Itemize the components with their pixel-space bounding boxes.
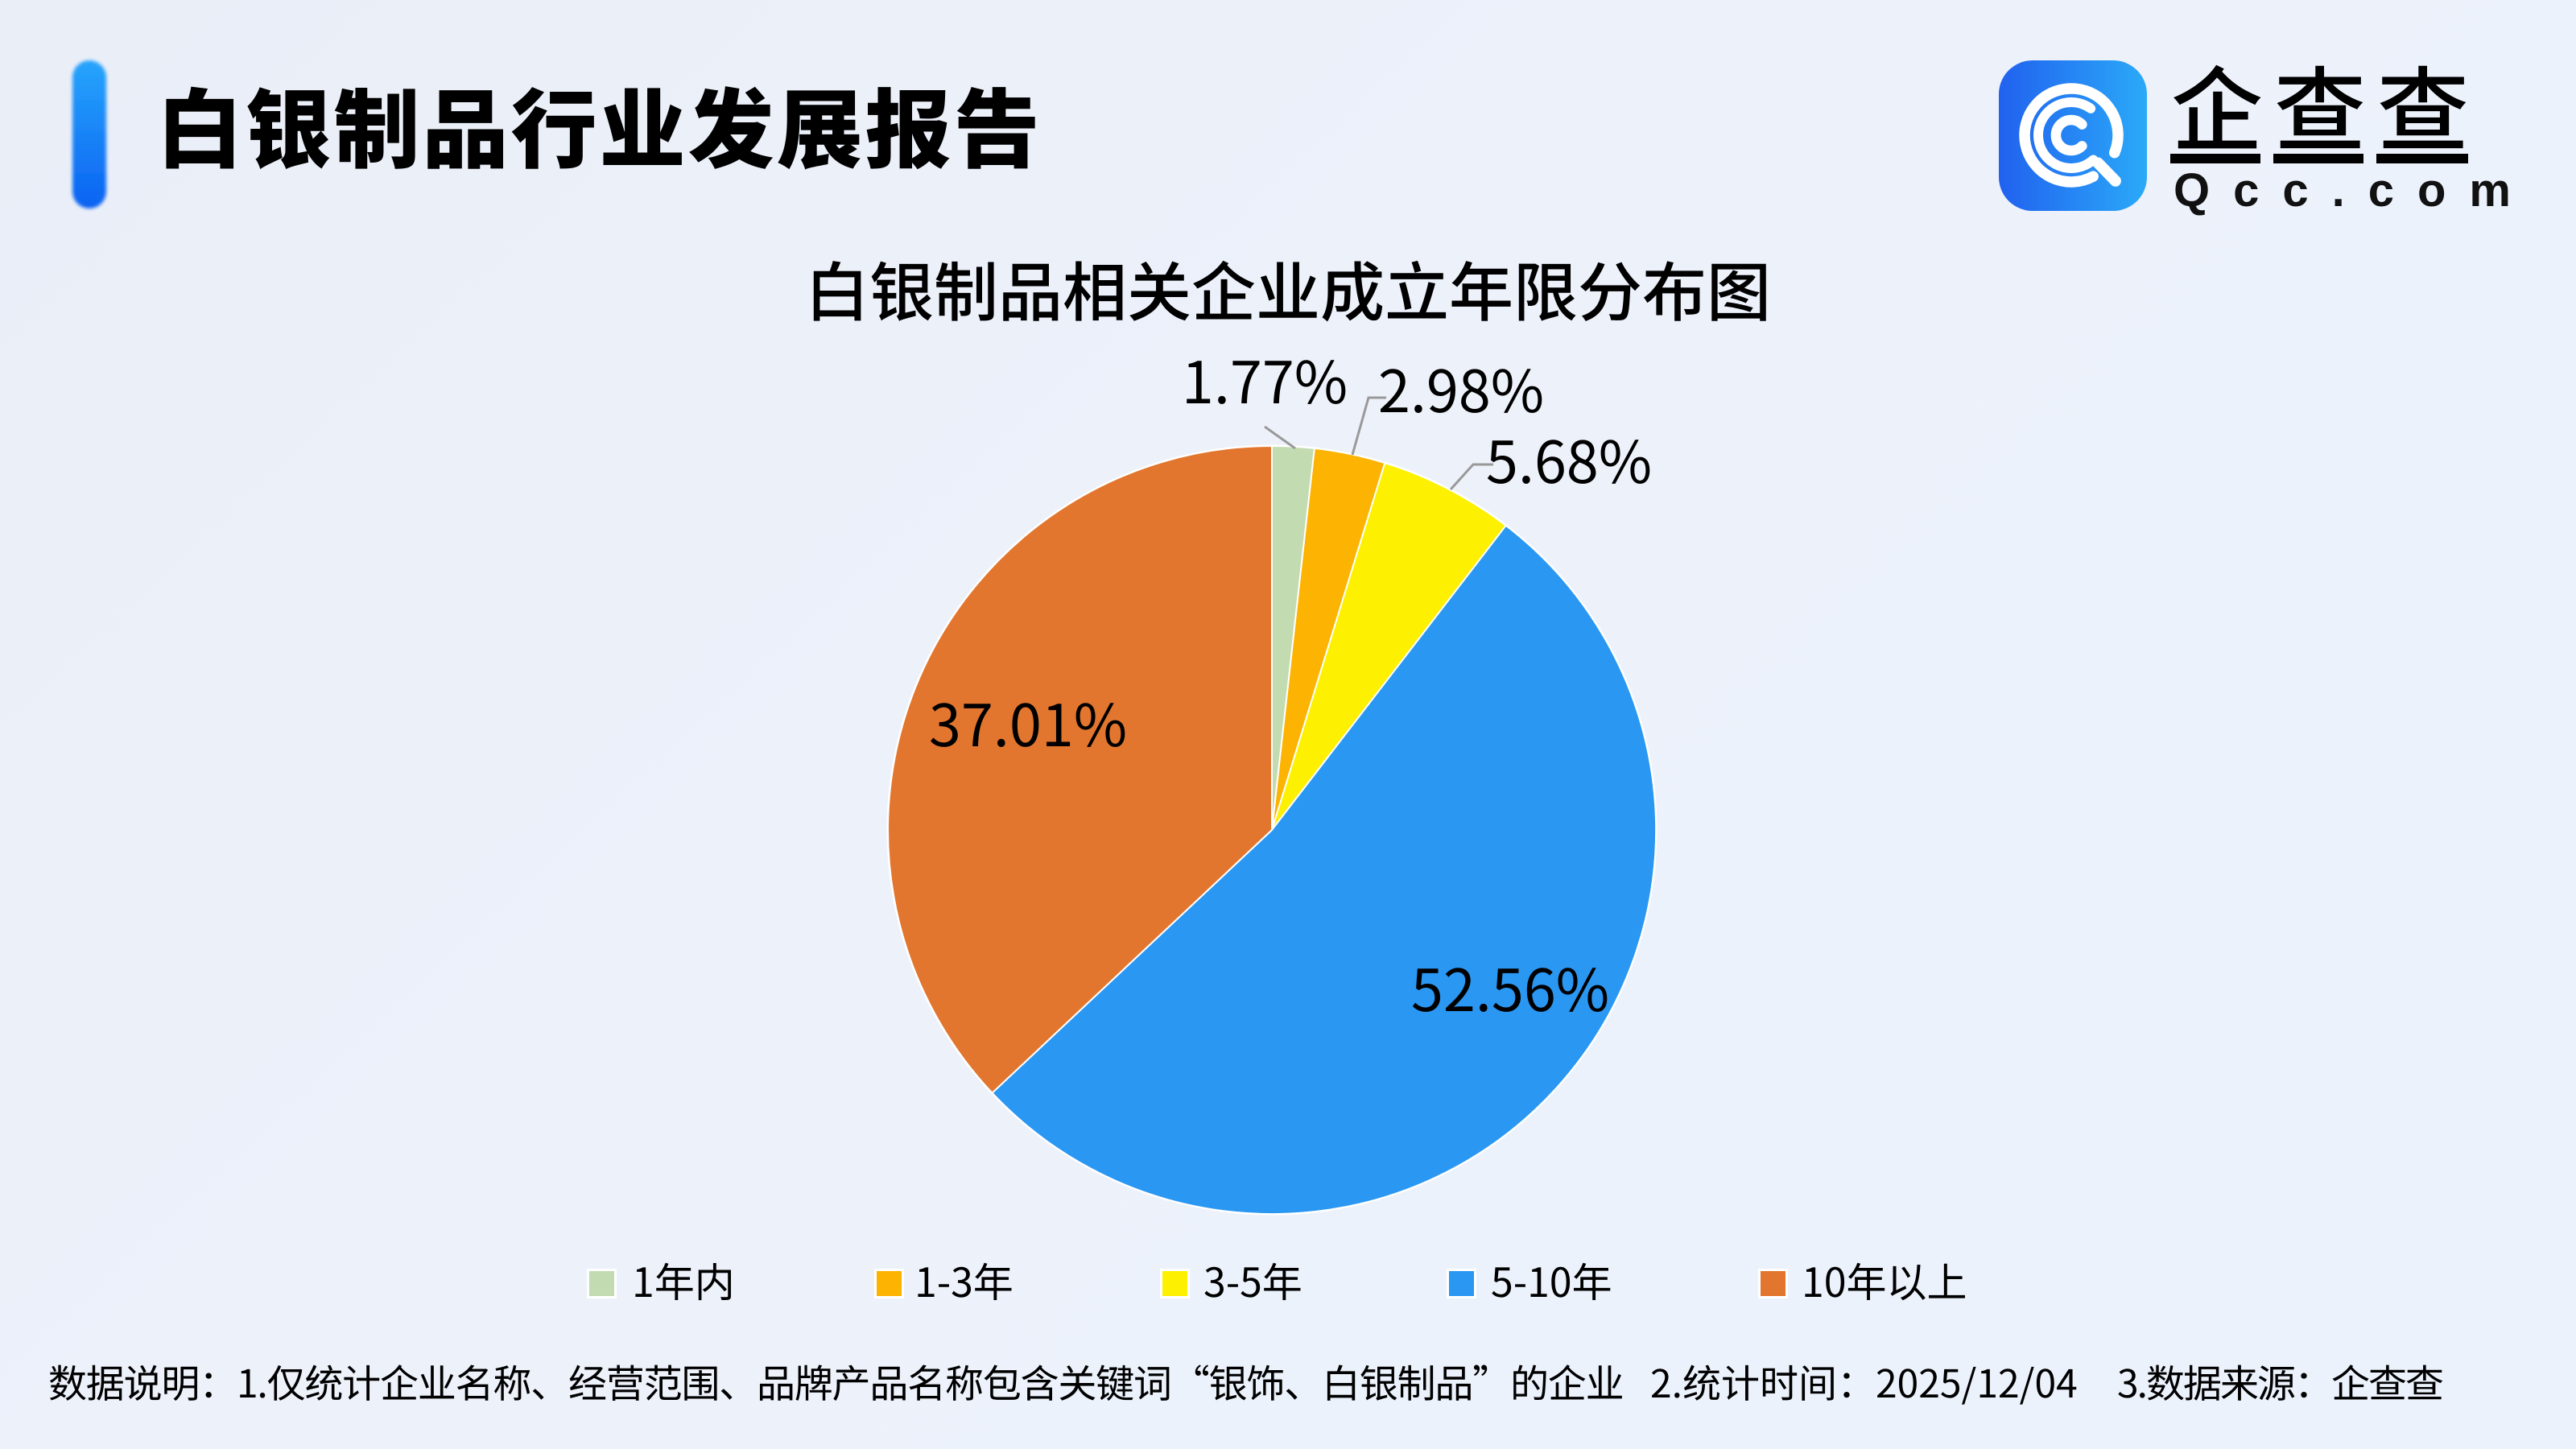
svg-text:Qcc.com: Qcc.com bbox=[2174, 164, 2534, 217]
